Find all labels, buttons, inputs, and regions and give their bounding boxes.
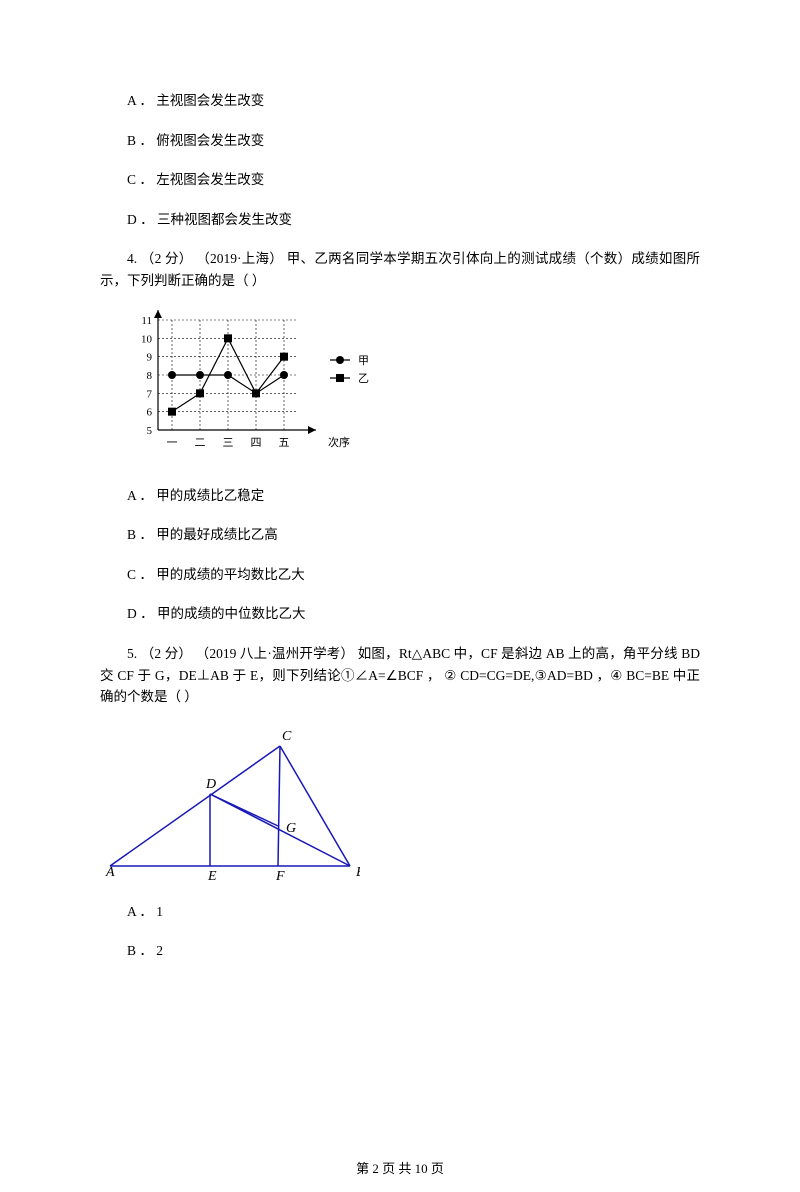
svg-text:8: 8 xyxy=(147,370,153,382)
svg-text:三: 三 xyxy=(223,437,234,449)
q4-option-c: C ． 甲的成绩的平均数比乙大 xyxy=(100,564,700,586)
q4-chart: 5 6 7 8 9 10 11 一 二 三 四 五 甲乙次序 xyxy=(124,310,384,465)
svg-text:A: A xyxy=(105,865,115,880)
svg-text:一: 一 xyxy=(167,437,178,449)
q4-option-a: A ． 甲的成绩比乙稳定 xyxy=(100,485,700,507)
svg-text:二: 二 xyxy=(195,437,206,449)
svg-text:11: 11 xyxy=(141,315,152,327)
svg-text:F: F xyxy=(275,869,285,881)
svg-text:四: 四 xyxy=(251,437,262,449)
svg-text:10: 10 xyxy=(141,333,153,345)
q3-option-d: D ． 三种视图都会发生改变 xyxy=(100,209,700,231)
svg-text:C: C xyxy=(282,729,292,744)
svg-text:7: 7 xyxy=(147,388,153,400)
svg-text:五: 五 xyxy=(279,437,290,449)
svg-text:D: D xyxy=(205,777,216,792)
q4-option-d: D ． 甲的成绩的中位数比乙大 xyxy=(100,603,700,625)
q5-diagram: A B C D E F G xyxy=(100,726,360,881)
svg-text:甲: 甲 xyxy=(358,355,369,367)
page-footer: 第 2 页 共 10 页 xyxy=(0,1159,800,1180)
q5-stem: 5. （2 分） （2019 八上·温州开学考） 如图，Rt△ABC 中，CF … xyxy=(100,643,700,708)
svg-text:G: G xyxy=(286,821,296,836)
svg-text:次序: 次序 xyxy=(328,435,350,449)
q3-option-b: B ． 俯视图会发生改变 xyxy=(100,130,700,152)
q3-option-c: C ． 左视图会发生改变 xyxy=(100,169,700,191)
svg-text:5: 5 xyxy=(147,425,153,437)
q4-option-b: B ． 甲的最好成绩比乙高 xyxy=(100,524,700,546)
q5-option-a: A ． 1 xyxy=(100,901,700,923)
svg-text:乙: 乙 xyxy=(358,372,369,385)
svg-text:B: B xyxy=(356,865,360,880)
q4-stem: 4. （2 分） （2019·上海） 甲、乙两名同学本学期五次引体向上的测试成绩… xyxy=(100,248,700,291)
svg-text:E: E xyxy=(207,869,217,881)
svg-text:9: 9 xyxy=(147,351,153,363)
q3-option-a: A ． 主视图会发生改变 xyxy=(100,90,700,112)
svg-text:6: 6 xyxy=(147,406,153,418)
q5-option-b: B ． 2 xyxy=(100,940,700,962)
